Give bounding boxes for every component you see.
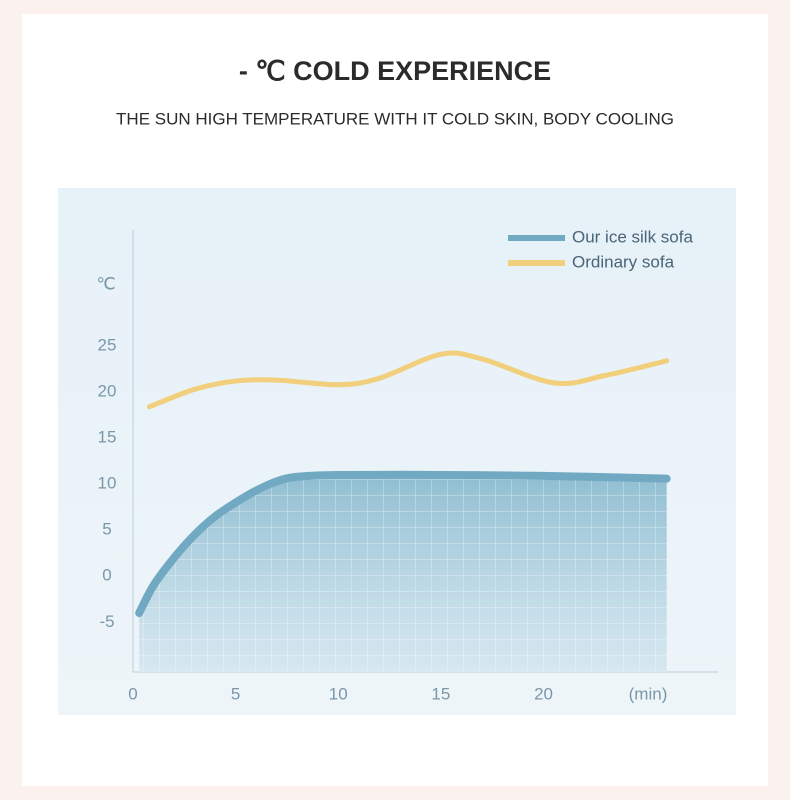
x-tick-label: 20	[534, 684, 553, 703]
series-line	[146, 350, 670, 410]
y-tick-label: 20	[98, 382, 117, 401]
chart-subtitle: THE SUN HIGH TEMPERATURE WITH IT COLD SK…	[116, 109, 674, 128]
chart-title: - ℃ COLD EXPERIENCE	[239, 56, 551, 86]
y-tick-label: 15	[98, 428, 117, 447]
x-axis-label: (min)	[629, 684, 668, 703]
y-tick-label: 25	[98, 336, 117, 355]
y-tick-label: 10	[98, 474, 117, 493]
area-grid	[139, 474, 667, 672]
legend-label: Our ice silk sofa	[572, 227, 693, 246]
x-tick-label: 0	[128, 684, 137, 703]
x-tick-label: 15	[431, 684, 450, 703]
y-tick-label: 5	[102, 520, 111, 539]
y-axis-label: ℃	[96, 274, 115, 293]
y-tick-label: -5	[99, 612, 114, 631]
series-line	[135, 470, 671, 618]
legend-label: Ordinary sofa	[572, 252, 675, 271]
y-tick-label: 0	[102, 566, 111, 585]
x-tick-label: 10	[329, 684, 348, 703]
x-tick-label: 5	[231, 684, 240, 703]
